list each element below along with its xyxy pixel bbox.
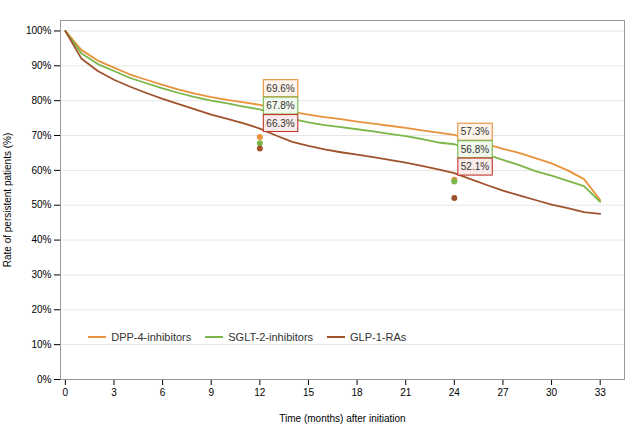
svg-text:80%: 80% xyxy=(31,95,51,106)
svg-text:9: 9 xyxy=(208,387,214,398)
svg-text:27: 27 xyxy=(497,387,509,398)
svg-text:60%: 60% xyxy=(31,165,51,176)
svg-text:40%: 40% xyxy=(31,234,51,245)
svg-text:30: 30 xyxy=(546,387,558,398)
html-text:GLP-1-RAs: GLP-1-RAs xyxy=(350,331,407,344)
svg-text:24: 24 xyxy=(449,387,461,398)
svg-text:70%: 70% xyxy=(31,130,51,141)
svg-text:30%: 30% xyxy=(31,269,51,280)
svg-text:67.8%: 67.8% xyxy=(266,100,294,111)
svg-text:100%: 100% xyxy=(26,25,52,36)
html-text:SGLT-2-inhibitors: SGLT-2-inhibitors xyxy=(228,331,314,344)
svg-text:3: 3 xyxy=(111,387,117,398)
svg-text:Rate of persistent patients (%: Rate of persistent patients (%) xyxy=(2,133,13,268)
html-text:DPP-4-inhibitors: DPP-4-inhibitors xyxy=(111,331,192,344)
svg-text:18: 18 xyxy=(352,387,364,398)
svg-text:90%: 90% xyxy=(31,60,51,71)
svg-text:6: 6 xyxy=(160,387,166,398)
svg-text:10%: 10% xyxy=(31,339,51,350)
svg-text:66.3%: 66.3% xyxy=(266,118,294,129)
svg-text:52.1%: 52.1% xyxy=(461,161,489,172)
svg-text:20%: 20% xyxy=(31,304,51,315)
svg-text:57.3%: 57.3% xyxy=(461,126,489,137)
svg-text:56.8%: 56.8% xyxy=(461,144,489,155)
svg-text:12: 12 xyxy=(254,387,266,398)
svg-text:0: 0 xyxy=(63,387,69,398)
svg-text:33: 33 xyxy=(595,387,607,398)
svg-text:Time (months) after initiation: Time (months) after initiation xyxy=(279,413,405,424)
svg-text:15: 15 xyxy=(303,387,315,398)
svg-text:21: 21 xyxy=(400,387,412,398)
svg-text:50%: 50% xyxy=(31,199,51,210)
svg-text:69.6%: 69.6% xyxy=(266,83,294,94)
svg-text:0%: 0% xyxy=(37,374,52,385)
